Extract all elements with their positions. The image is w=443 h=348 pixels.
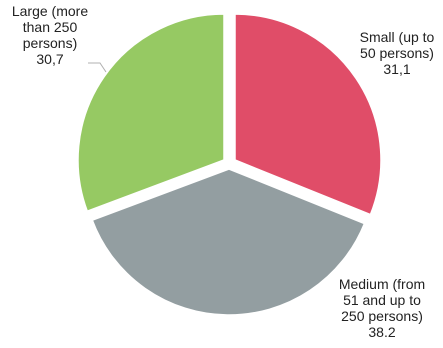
pie-slice-small (234, 13, 382, 216)
slice-name-line: 250 persons) (341, 308, 423, 324)
leader-lines (88, 62, 107, 73)
pie-slice-medium (91, 168, 366, 316)
slice-value-label: 38.2 (368, 324, 395, 340)
slice-value-label: 30,7 (36, 51, 63, 67)
slice-name-line: Medium (from (339, 276, 425, 292)
slice-name-line: persons) (23, 35, 77, 51)
slice-label-medium: Medium (from 51 and up to 250 persons) 38.2 (339, 276, 425, 340)
slice-value-label: 31,1 (383, 61, 410, 77)
slice-name-line: Small (up to (360, 29, 435, 45)
slice-name-line: 50 persons) (360, 45, 434, 61)
slice-name-line: 51 and up to (343, 292, 421, 308)
pie-slices (77, 13, 382, 316)
slice-label-large: Large (more than 250 persons) 30,7 (12, 3, 88, 67)
leader-line-large (88, 62, 107, 73)
pie-slice-large (77, 13, 225, 213)
slice-name-line: than 250 (23, 19, 78, 35)
slice-label-small: Small (up to 50 persons) 31,1 (360, 29, 435, 77)
slice-name-line: Large (more (12, 3, 88, 19)
